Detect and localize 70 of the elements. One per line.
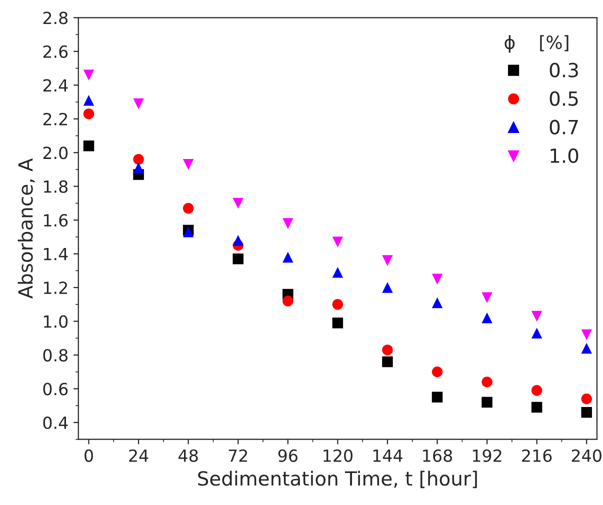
- y-tick-label: 2.4: [43, 79, 68, 92]
- x-tick-label: 240: [572, 449, 602, 462]
- point: [432, 392, 443, 403]
- legend-label: 1.0: [550, 148, 578, 164]
- y-tick-label: 1.0: [44, 315, 68, 328]
- point: [432, 297, 443, 308]
- y-tick-label: 1.6: [44, 214, 68, 227]
- x-tick-label: 24: [129, 449, 148, 462]
- point: [232, 234, 244, 246]
- y-tick-label: 1.4: [44, 248, 68, 260]
- point: [581, 342, 592, 354]
- point: [332, 299, 344, 310]
- x-tick-label: 120: [324, 449, 352, 462]
- y-axis-title: Absorbance, A: [18, 158, 35, 299]
- point: [531, 328, 542, 338]
- point: [581, 329, 592, 340]
- y-tick-label: 1.2: [44, 282, 67, 294]
- y-tick-label: 0.4: [43, 416, 68, 430]
- x-tick-label: 0: [84, 449, 93, 462]
- point: [332, 266, 344, 278]
- x-tick-label: 216: [522, 449, 552, 462]
- legend-label: 0.5: [550, 91, 578, 106]
- x-tick-label: 48: [178, 449, 198, 462]
- point: [83, 70, 94, 80]
- x-tick-label: 72: [228, 449, 248, 462]
- point: [83, 94, 94, 106]
- point: [83, 140, 94, 152]
- point: [182, 159, 194, 170]
- point: [482, 376, 492, 388]
- point: [232, 253, 244, 264]
- x-tick-label: 144: [373, 450, 402, 462]
- point: [282, 252, 294, 263]
- point: [581, 406, 592, 418]
- point: [133, 162, 144, 174]
- point: [432, 366, 443, 378]
- point: [432, 274, 443, 284]
- y-tick-label: 0.8: [43, 348, 68, 362]
- point: [332, 236, 344, 248]
- y-tick-label: 0.6: [43, 382, 68, 396]
- point: [382, 356, 393, 368]
- point: [482, 292, 492, 304]
- point: [182, 202, 194, 214]
- x-tick-label: 168: [423, 449, 452, 462]
- y-tick-label: 2.2: [43, 112, 67, 126]
- point: [382, 344, 393, 356]
- point: [581, 393, 592, 404]
- point: [282, 296, 294, 306]
- point: [382, 255, 393, 266]
- point: [133, 154, 144, 165]
- point: [531, 310, 542, 322]
- point: [531, 385, 542, 396]
- y-tick-label: 2.6: [43, 45, 68, 58]
- point: [482, 396, 492, 408]
- point: [482, 312, 492, 324]
- point: [232, 198, 244, 209]
- y-tick-label: 1.8: [44, 180, 68, 193]
- point: [282, 218, 294, 229]
- x-tick-label: 96: [278, 449, 298, 462]
- y-tick-label: 2.0: [43, 146, 68, 160]
- point: [382, 282, 393, 293]
- legend-title: ϕ [%]: [504, 35, 568, 53]
- point: [531, 402, 542, 413]
- legend-label: 0.3: [550, 62, 578, 78]
- x-tick-label: 192: [472, 449, 502, 462]
- y-tick-label: 2.8: [43, 12, 68, 24]
- point: [332, 318, 344, 328]
- x-axis-title: Sedimentation Time, t [hour]: [198, 470, 477, 488]
- point: [83, 108, 94, 120]
- legend-label: 0.7: [550, 120, 578, 135]
- point: [133, 98, 144, 110]
